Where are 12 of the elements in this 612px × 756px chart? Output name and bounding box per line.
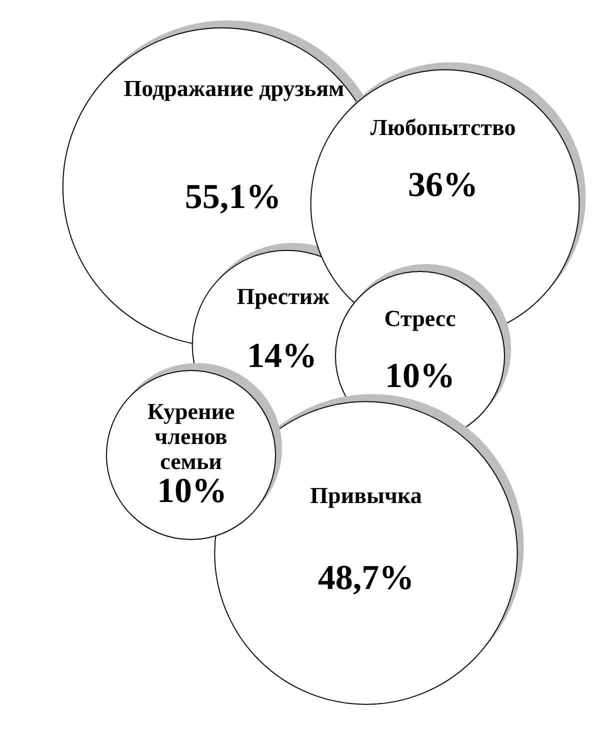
category-label: Престиж	[236, 284, 330, 309]
data-label: 14%	[247, 336, 317, 376]
data-label: 55,1%	[184, 177, 282, 216]
data-label: 36%	[408, 165, 478, 204]
category-label: Стресс	[384, 306, 456, 331]
category-label: Любопытство	[370, 114, 516, 140]
category-label: Подражание друзьям	[124, 76, 344, 101]
data-label: 10%	[157, 471, 227, 510]
category-label: Привычка	[310, 482, 422, 508]
data-label: 10%	[385, 356, 455, 396]
category-label: Курение членов семьи	[147, 398, 235, 474]
data-label: 48,7%	[318, 558, 414, 598]
